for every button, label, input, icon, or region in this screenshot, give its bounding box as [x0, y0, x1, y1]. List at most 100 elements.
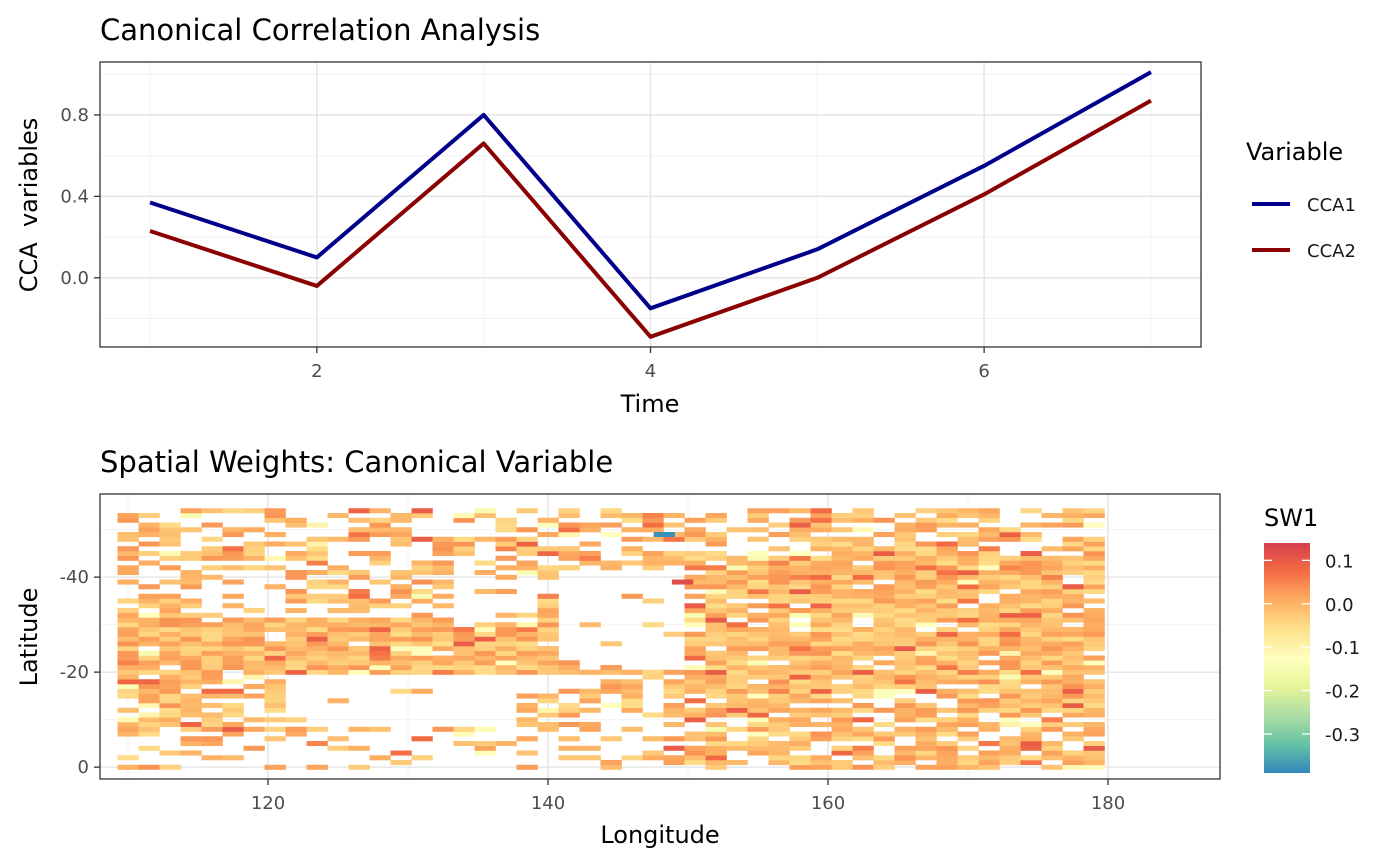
heatmap-cell [201, 622, 223, 628]
heatmap-cell [495, 622, 517, 628]
heatmap-cell [117, 617, 139, 623]
heatmap-cell [537, 650, 559, 656]
heatmap-cell [957, 688, 979, 694]
heatmap-cell [159, 536, 181, 542]
heatmap-cell [432, 660, 454, 666]
heatmap-cell [684, 736, 706, 742]
heatmap-cell [936, 617, 958, 623]
heatmap-cell [852, 731, 874, 737]
heatmap-cell [159, 627, 181, 633]
heatmap-cell [894, 627, 916, 633]
heatmap-cell [264, 707, 286, 713]
heatmap-cell [768, 555, 790, 561]
heatmap-cell [243, 650, 265, 656]
heatmap-cell [831, 736, 853, 742]
heatmap-cell [558, 745, 580, 751]
heatmap-cell [957, 674, 979, 680]
heatmap-cell [201, 679, 223, 685]
heatmap-cell [516, 551, 538, 557]
heatmap-cell [348, 551, 370, 557]
heatmap-cell [999, 707, 1021, 713]
heatmap-cell [810, 517, 832, 523]
heatmap-cell [768, 722, 790, 728]
y-tick-label: -20 [60, 662, 89, 683]
heatmap-cell [936, 579, 958, 585]
heatmap-cell [243, 527, 265, 533]
heatmap-cell [1020, 745, 1042, 751]
heatmap-cell [726, 707, 748, 713]
heatmap-cell [201, 655, 223, 661]
heatmap-cell [243, 555, 265, 561]
heatmap-cell [1041, 555, 1063, 561]
heatmap-cell [411, 622, 433, 628]
heatmap-cell [180, 703, 202, 709]
heatmap-cell [957, 722, 979, 728]
heatmap-cell [180, 741, 202, 747]
heatmap-cell [285, 574, 307, 580]
heatmap-cell [894, 532, 916, 538]
heatmap-cells [117, 508, 1105, 770]
heatmap-cell [831, 674, 853, 680]
heatmap-cell [621, 546, 643, 552]
heatmap-cell [831, 707, 853, 713]
heatmap-cell [600, 764, 622, 770]
heatmap-cell [264, 703, 286, 709]
heatmap-cell [306, 764, 328, 770]
heatmap-cell [747, 660, 769, 666]
heatmap-cell [537, 665, 559, 671]
heatmap-cell [222, 617, 244, 623]
heatmap-cell [978, 764, 1000, 770]
heatmap-cell [1083, 741, 1105, 747]
heatmap-cell [915, 608, 937, 614]
heatmap-cell [243, 541, 265, 547]
heatmap-cell [180, 698, 202, 704]
heatmap-cell [558, 546, 580, 552]
heatmap-cell [201, 688, 223, 694]
heatmap-cell [516, 536, 538, 542]
heatmap-cell [915, 717, 937, 723]
heatmap-cell [978, 565, 1000, 571]
heatmap-cell [558, 722, 580, 728]
heatmap-cell [390, 617, 412, 623]
heatmap-cell [831, 636, 853, 642]
heatmap-cell [1062, 517, 1084, 523]
heatmap-cell [495, 541, 517, 547]
heatmap-cell [873, 627, 895, 633]
heatmap-cell [600, 513, 622, 519]
heatmap-cell [936, 631, 958, 637]
heatmap-cell [474, 665, 496, 671]
heatmap-cell [138, 631, 160, 637]
heatmap-cell [936, 565, 958, 571]
heatmap-cell [894, 513, 916, 519]
heatmap-cell [117, 598, 139, 604]
heatmap-cell [201, 665, 223, 671]
heatmap-cell [726, 698, 748, 704]
heatmap-cell [684, 584, 706, 590]
heatmap-cell [747, 736, 769, 742]
heatmap-cell [1041, 688, 1063, 694]
heatmap-cell [810, 698, 832, 704]
heatmap-cell [894, 703, 916, 709]
heatmap-cell [600, 508, 622, 514]
heatmap-cell [600, 522, 622, 528]
heatmap-cell [1062, 555, 1084, 561]
heatmap-cell [222, 693, 244, 699]
heatmap-cell [621, 513, 643, 519]
heatmap-cell [957, 570, 979, 576]
heatmap-cell [789, 622, 811, 628]
heatmap-cell [495, 589, 517, 595]
heatmap-cell [411, 636, 433, 642]
heatmap-cell [264, 622, 286, 628]
heatmap-cell [348, 646, 370, 652]
heatmap-cell [978, 660, 1000, 666]
heatmap-cell [138, 627, 160, 633]
heatmap-cell [999, 608, 1021, 614]
heatmap-cell [873, 731, 895, 737]
heatmap-cell [768, 679, 790, 685]
heatmap-cell [558, 551, 580, 557]
heatmap-cell [1083, 641, 1105, 647]
heatmap-cell [957, 608, 979, 614]
heatmap-cell [810, 646, 832, 652]
heatmap-cell [411, 579, 433, 585]
heatmap-cell [705, 650, 727, 656]
